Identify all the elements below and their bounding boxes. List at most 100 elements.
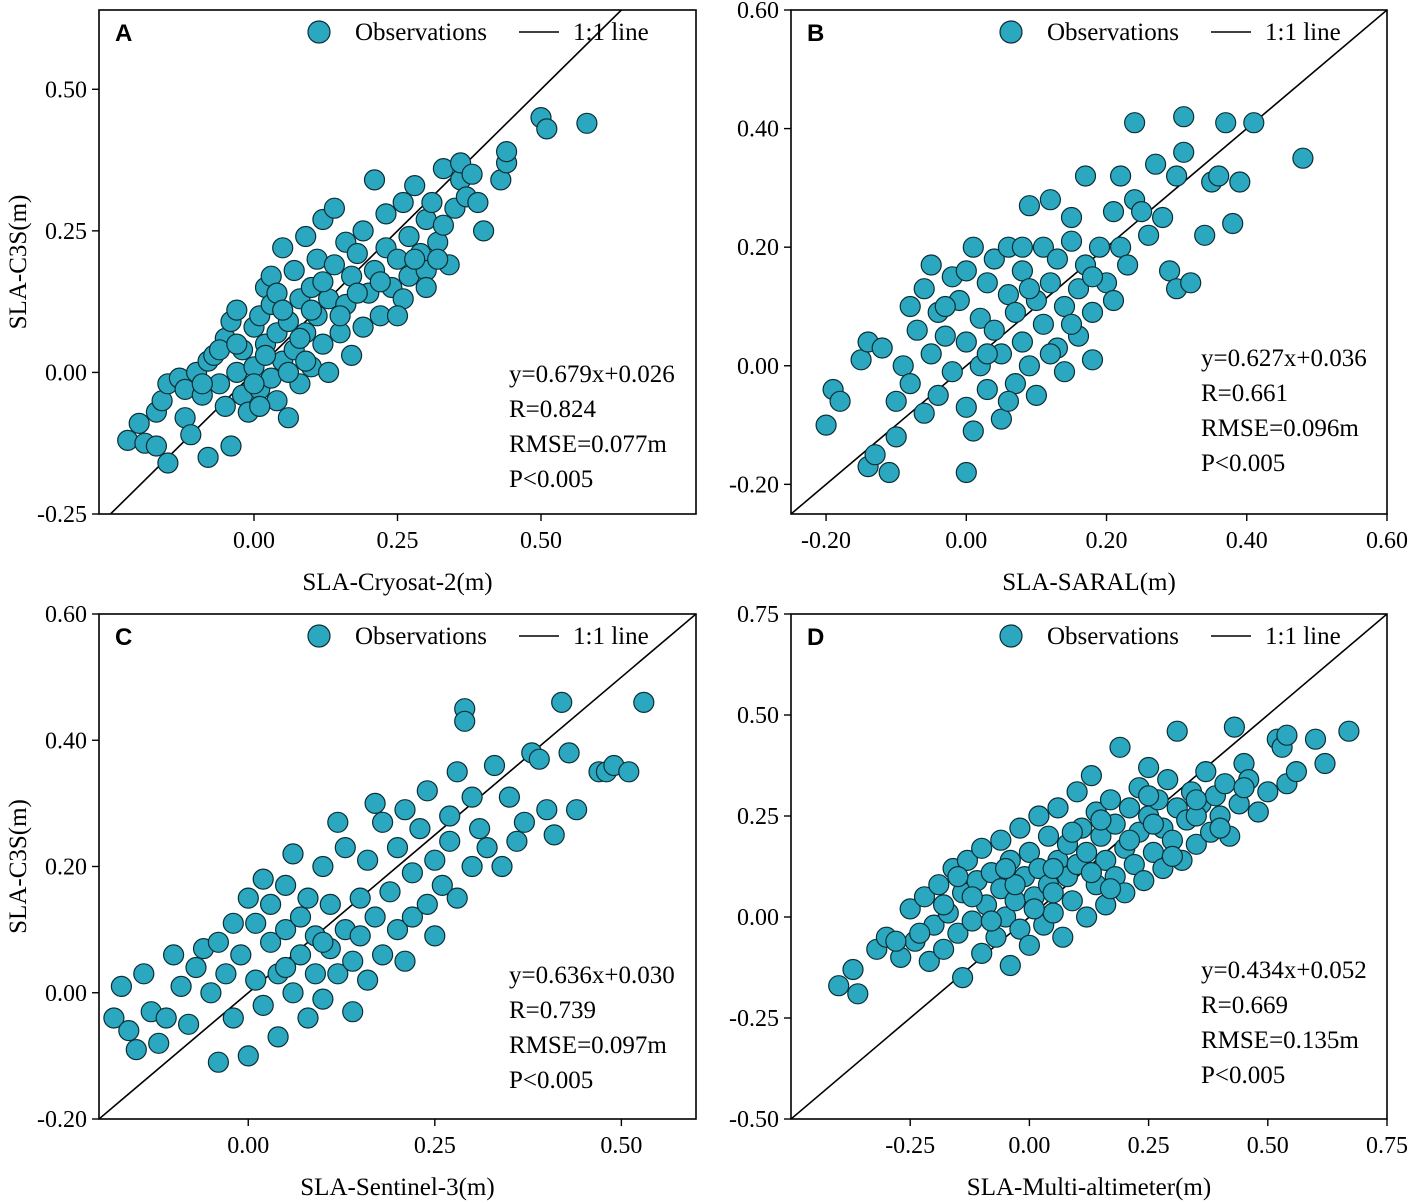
data-point (828, 975, 850, 997)
scatter-points (103, 691, 655, 1073)
stats-line: P<0.005 (1201, 1062, 1285, 1089)
data-point (1109, 165, 1132, 187)
data-point (947, 865, 969, 888)
data-point (357, 969, 379, 991)
legend-label-line: 1:1 line (573, 623, 649, 650)
data-point (318, 361, 340, 383)
stats-line: R=0.661 (1201, 380, 1288, 407)
stats-line: P<0.005 (1201, 450, 1285, 477)
data-point (1060, 206, 1083, 229)
data-point (220, 435, 242, 457)
panel-label: A (115, 20, 132, 47)
data-point (148, 1032, 170, 1054)
data-point (536, 799, 558, 821)
data-point (277, 361, 299, 383)
data-point (1233, 777, 1255, 799)
data-point (1047, 797, 1069, 819)
data-point (275, 918, 297, 941)
data-point (226, 299, 248, 321)
data-point (254, 344, 277, 366)
x-tick-label: 0.25 (1128, 1133, 1170, 1159)
data-point (237, 1045, 259, 1067)
stats-line: RMSE=0.135m (1201, 1027, 1359, 1054)
data-point (1161, 845, 1184, 868)
data-point (283, 259, 305, 282)
data-point (476, 836, 498, 859)
x-tick-label: 0.40 (1226, 528, 1268, 554)
data-point (1081, 266, 1104, 288)
data-point (375, 203, 397, 225)
data-point (913, 278, 935, 300)
data-point (289, 327, 311, 349)
data-point (1142, 813, 1165, 835)
data-point (1222, 212, 1244, 235)
data-point (272, 299, 294, 321)
data-point (372, 811, 394, 833)
data-point (961, 886, 983, 908)
data-point (1028, 805, 1050, 827)
data-point (327, 963, 349, 985)
data-point (955, 260, 977, 282)
data-point (454, 710, 476, 732)
data-point (1018, 195, 1041, 217)
data-point (976, 378, 998, 401)
data-point (252, 994, 274, 1017)
data-point (1039, 272, 1062, 294)
data-point (145, 435, 167, 457)
data-point (342, 1001, 364, 1023)
data-point (1011, 331, 1034, 353)
panel-d: -0.25 0.00 0.25 0.50 0.75 -0.50 -0.25 0.00 0.25 0… (729, 602, 1408, 1201)
y-tick-label: 0.00 (45, 360, 87, 386)
data-point (1060, 313, 1083, 335)
data-point (249, 395, 271, 417)
data-point (1185, 789, 1207, 811)
data-point (230, 944, 252, 966)
data-point (1018, 278, 1041, 300)
data-point (1118, 829, 1141, 851)
data-point (1157, 768, 1179, 791)
data-point (369, 271, 391, 293)
legend-label-observations: Observations (1047, 623, 1179, 650)
data-point (1009, 817, 1031, 839)
data-point (352, 316, 374, 338)
data-point (1080, 861, 1103, 884)
data-point (1243, 112, 1265, 134)
data-point (415, 276, 437, 299)
x-tick-label: 0.50 (1247, 1133, 1289, 1159)
data-point (404, 175, 426, 197)
data-point (1032, 313, 1055, 335)
data-point (200, 982, 222, 1004)
y-tick-label: 0.50 (45, 77, 87, 103)
data-point (329, 305, 351, 327)
y-tick-label: 0.25 (737, 804, 779, 830)
data-point (226, 333, 248, 355)
data-point (1042, 902, 1064, 924)
y-tick-label: -0.25 (37, 502, 87, 528)
legend-label-observations: Observations (355, 19, 487, 46)
legend: Observations 1:1 line (307, 623, 649, 650)
data-point (885, 930, 907, 952)
data-point (180, 424, 202, 446)
data-point (885, 390, 907, 412)
data-point (1090, 809, 1112, 831)
data-point (983, 248, 1005, 270)
y-axis-title: SLA-C3S(m) (5, 195, 32, 330)
x-axis-title: SLA-Multi-altimeter(m) (967, 1174, 1211, 1201)
data-point (295, 350, 317, 372)
x-tick-label: 0.75 (1366, 1133, 1408, 1159)
data-point (364, 792, 386, 815)
data-point (319, 893, 341, 916)
data-point (282, 843, 304, 865)
data-point (272, 237, 294, 259)
data-point (1060, 230, 1083, 252)
data-point (1292, 147, 1314, 169)
scatter-points (815, 106, 1314, 484)
data-point (983, 319, 1005, 341)
data-point (1018, 841, 1041, 864)
data-point (118, 1019, 140, 1042)
data-point (1075, 841, 1098, 864)
y-tick-label: 0.40 (737, 117, 779, 143)
data-point (920, 254, 942, 276)
data-point (1314, 752, 1336, 775)
data-point (394, 950, 416, 972)
